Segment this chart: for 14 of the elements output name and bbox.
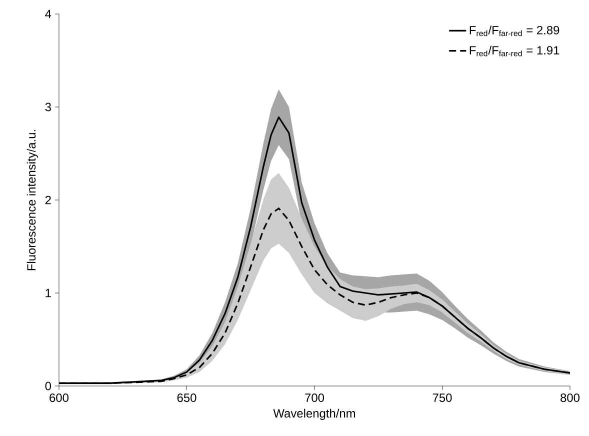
x-tick-label: 600 xyxy=(50,394,69,402)
y-tick-label: 1 xyxy=(46,288,51,298)
legend-label: F$_{red}$/F$_{far-red}$ = 2.89 xyxy=(470,26,560,36)
y-axis-title: Fluorescence intensity/a.u. xyxy=(26,130,38,270)
legend-label: F$_{red}$/F$_{far-red}$ = 1.91 xyxy=(470,46,560,56)
x-tick-label: 650 xyxy=(177,394,196,402)
y-tick-label: 2 xyxy=(45,196,51,204)
y-tick-label: 4 xyxy=(45,10,52,18)
x-tick-label: 750 xyxy=(432,394,452,402)
x-tick-label: 700 xyxy=(305,394,324,402)
x-axis-title: Wavelength/nm xyxy=(273,408,356,420)
y-tick-label: 3 xyxy=(45,102,51,112)
y-tick-label: 0 xyxy=(45,382,52,390)
x-tick-label: 800 xyxy=(560,394,580,402)
